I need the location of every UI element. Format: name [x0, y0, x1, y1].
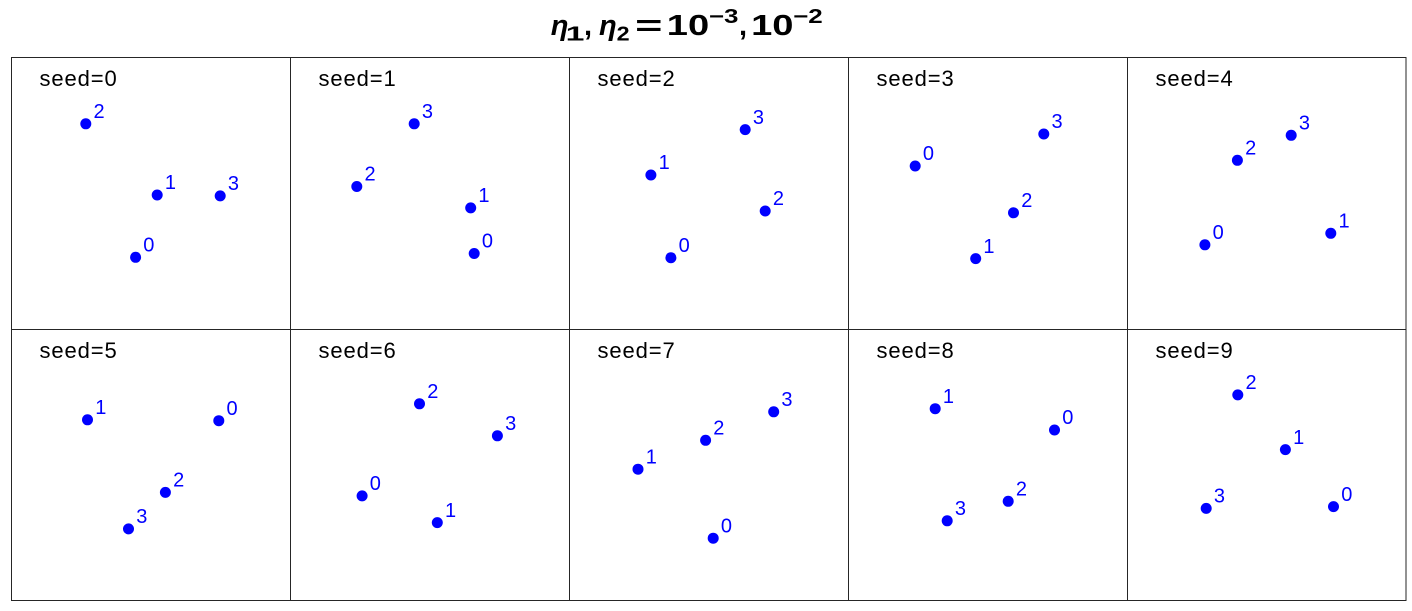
svg-text:3: 3 [1214, 486, 1225, 508]
svg-text:0: 0 [1213, 222, 1224, 244]
svg-text:seed=8: seed=8 [877, 338, 955, 363]
svg-text:seed=5: seed=5 [40, 338, 118, 363]
svg-text:10: 10 [751, 10, 793, 42]
svg-text:−2: −2 [793, 6, 823, 28]
svg-text:3: 3 [136, 506, 147, 528]
svg-text:seed=0: seed=0 [40, 66, 118, 91]
svg-text:3: 3 [228, 173, 239, 195]
svg-text:0: 0 [721, 515, 732, 537]
svg-text:1: 1 [983, 236, 994, 258]
svg-text:0: 0 [679, 235, 690, 257]
svg-text:3: 3 [505, 413, 516, 435]
svg-text:1: 1 [478, 185, 489, 207]
svg-text:2: 2 [365, 164, 376, 186]
svg-text:2: 2 [1016, 479, 1027, 501]
svg-text:seed=1: seed=1 [319, 66, 397, 91]
svg-text:3: 3 [1052, 111, 1063, 133]
svg-text:10: 10 [667, 10, 709, 42]
svg-text:3: 3 [753, 107, 764, 129]
svg-text:seed=2: seed=2 [598, 66, 676, 91]
svg-text:1: 1 [1293, 427, 1304, 449]
svg-text:1: 1 [659, 152, 670, 174]
svg-text:1: 1 [646, 446, 657, 468]
svg-text:η: η [551, 10, 569, 42]
svg-text:3: 3 [422, 101, 433, 123]
svg-text:seed=9: seed=9 [1156, 338, 1234, 363]
svg-text:2: 2 [1245, 138, 1256, 160]
svg-text:0: 0 [482, 231, 493, 253]
svg-text:seed=6: seed=6 [319, 338, 397, 363]
svg-text:2: 2 [173, 470, 184, 492]
svg-text:2: 2 [713, 418, 724, 440]
svg-text:,: , [739, 10, 747, 42]
svg-text:1: 1 [445, 500, 456, 522]
svg-text:3: 3 [955, 498, 966, 520]
svg-text:2: 2 [1246, 372, 1257, 394]
svg-text:seed=3: seed=3 [877, 66, 955, 91]
svg-text:0: 0 [143, 235, 154, 257]
svg-text:,: , [584, 10, 592, 42]
svg-text:1: 1 [95, 397, 106, 419]
svg-text:1: 1 [1339, 211, 1350, 233]
svg-text:0: 0 [1341, 484, 1352, 506]
svg-text:1: 1 [566, 24, 585, 46]
svg-text:0: 0 [227, 398, 238, 420]
svg-text:1: 1 [943, 386, 954, 408]
svg-text:2: 2 [1021, 190, 1032, 212]
svg-text:0: 0 [923, 143, 934, 165]
svg-text:0: 0 [1062, 407, 1073, 429]
svg-text:seed=4: seed=4 [1156, 66, 1234, 91]
svg-text:2: 2 [773, 188, 784, 210]
svg-text:0: 0 [370, 473, 381, 495]
svg-text:3: 3 [1299, 113, 1310, 135]
svg-text:2: 2 [94, 101, 105, 123]
svg-text:1: 1 [165, 172, 176, 194]
svg-text:2: 2 [427, 381, 438, 403]
svg-text:=: = [635, 10, 662, 42]
svg-text:−3: −3 [709, 6, 739, 28]
svg-text:3: 3 [781, 389, 792, 411]
svg-text:2: 2 [617, 24, 630, 46]
svg-text:seed=7: seed=7 [598, 338, 676, 363]
svg-text:η: η [599, 10, 617, 42]
